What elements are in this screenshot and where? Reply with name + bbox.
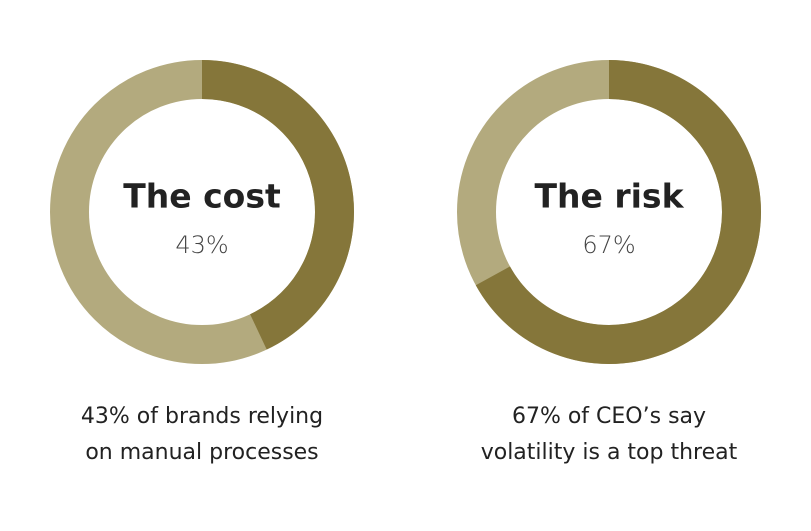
caption: 43% of brands relying [81,404,323,429]
caption: on manual processes [85,440,318,465]
donut-title: The risk [534,177,684,216]
donut-arc [201,60,354,350]
caption: 67% of CEO’s say [512,404,706,429]
value-label: 43% [175,231,228,259]
donut-title: The cost [123,177,281,216]
donut-arc [475,60,761,364]
caption: volatility is a top threat [481,440,738,465]
value-label: 67% [582,231,635,259]
